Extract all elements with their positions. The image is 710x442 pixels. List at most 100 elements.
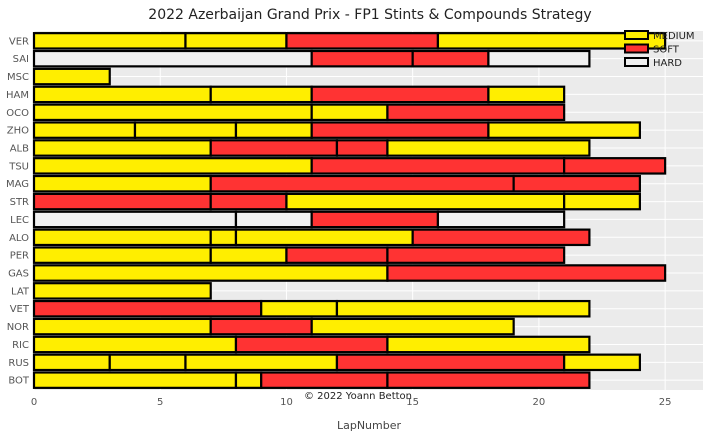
stint-bar-oco-3 [386, 103, 566, 122]
y-tick-label-per: PER [10, 251, 29, 262]
stint-bar-per-4 [386, 246, 566, 264]
stint-bar-tsu-3 [563, 157, 667, 175]
stint-bar-rus-4 [335, 353, 566, 372]
stint-bar-ric-3 [386, 335, 591, 354]
y-tick-label-vet: VET [10, 304, 30, 315]
stint-bar-gas-2 [386, 264, 667, 282]
stint-bar-gas-1 [32, 264, 389, 282]
y-tick-label-lec: LEC [10, 215, 29, 226]
y-tick-label-tsu: TSU [8, 161, 29, 172]
y-tick-label-oco: OCO [6, 108, 29, 119]
stint-bar-alb-1 [32, 139, 212, 157]
x-axis-label: LapNumber [337, 419, 402, 432]
legend-label-medium: MEDIUM [653, 31, 695, 42]
bar-layer [32, 32, 667, 389]
stint-bar-vet-1 [32, 299, 263, 318]
stint-bar-nor-1 [32, 317, 212, 336]
stint-bar-oco-2 [310, 103, 389, 122]
chart-title: 2022 Azerbaijan Grand Prix - FP1 Stints … [148, 7, 591, 23]
x-tick-label: 10 [280, 397, 293, 408]
stint-bar-lec-4 [436, 210, 566, 229]
stint-bar-lec-2 [234, 210, 313, 229]
stint-bar-ric-1 [32, 335, 238, 354]
stint-bar-ham-3 [310, 85, 490, 104]
stint-bar-ver-4 [436, 32, 667, 50]
y-tick-label-str: STR [10, 197, 29, 208]
stint-bar-msc-1 [32, 67, 111, 86]
legend-label-soft: SOFT [653, 45, 680, 56]
stint-bar-ver-1 [32, 32, 187, 50]
x-tick-label: 0 [31, 397, 37, 408]
stint-bar-alo-2 [209, 228, 238, 247]
legend-label-hard: HARD [653, 58, 682, 69]
stint-bar-rus-2 [108, 353, 187, 372]
stint-bar-rus-1 [32, 353, 111, 372]
stint-bar-ric-2 [234, 335, 389, 354]
stint-bar-zho-3 [234, 121, 313, 139]
y-tick-layer: VER SAI MSC HAM OCO ZHO ALB TSU MAG STR LEC ALO PER G… [6, 36, 30, 386]
y-tick-label-lat: LAT [11, 286, 30, 297]
x-tick-label: 5 [157, 397, 163, 408]
y-tick-label-sai: SAI [13, 54, 29, 65]
stint-bar-lec-3 [310, 210, 440, 229]
stint-bar-str-2 [209, 192, 288, 211]
stint-bar-zho-2 [133, 121, 238, 139]
y-tick-label-gas: GAS [8, 269, 29, 280]
stint-bar-mag-2 [209, 174, 515, 193]
stint-bar-zho-5 [487, 121, 641, 139]
y-tick-label-zho: ZHO [7, 126, 29, 137]
stint-bar-rus-5 [563, 353, 641, 372]
stint-bar-per-2 [209, 246, 288, 264]
stint-bar-rus-3 [184, 353, 339, 372]
stint-bar-str-1 [32, 192, 212, 211]
stint-bar-ham-1 [32, 85, 212, 104]
stint-bar-mag-1 [32, 174, 212, 193]
stint-bar-lec-1 [32, 210, 238, 229]
stint-bar-zho-1 [32, 121, 137, 139]
stint-bar-alb-2 [209, 139, 339, 157]
legend: MEDIUM SOFT HARD [624, 30, 695, 69]
y-tick-label-mag: MAG [6, 179, 29, 190]
x-tick-layer: 0 5 10 15 20 25 [31, 397, 672, 408]
stint-bar-str-4 [563, 192, 641, 211]
stint-bar-sai-4 [487, 49, 591, 68]
y-tick-label-ric: RIC [12, 340, 29, 351]
x-tick-label: 25 [659, 397, 672, 408]
stint-bar-bot-1 [32, 371, 238, 389]
stint-bar-alb-4 [386, 139, 591, 157]
stint-bar-ver-2 [184, 32, 288, 50]
stint-bar-bot-4 [386, 371, 591, 389]
credit-annotation: © 2022 Yoann Betton [304, 391, 412, 402]
y-tick-label-msc: MSC [7, 72, 29, 83]
stint-bar-sai-2 [310, 49, 414, 68]
stint-bar-alo-4 [411, 228, 591, 247]
stint-bar-alb-3 [335, 139, 389, 157]
stint-bar-mag-3 [512, 174, 641, 193]
legend-swatch-medium [624, 30, 649, 40]
y-tick-label-nor: NOR [7, 322, 29, 333]
stint-bar-ver-3 [285, 32, 440, 50]
stint-bar-ham-4 [487, 85, 566, 104]
y-tick-label-alb: ALB [10, 143, 29, 154]
stint-bar-lat-1 [32, 282, 212, 300]
stint-bar-sai-3 [411, 49, 490, 68]
y-tick-label-alo: ALO [9, 233, 29, 244]
stint-bar-bot-3 [260, 371, 389, 389]
stint-bar-alo-3 [234, 228, 414, 247]
stint-bar-per-3 [285, 246, 389, 264]
stint-bar-per-1 [32, 246, 212, 264]
stint-bar-zho-4 [310, 121, 490, 139]
stint-bar-alo-1 [32, 228, 212, 247]
x-tick-label: 20 [533, 397, 546, 408]
stint-bar-vet-2 [260, 299, 339, 318]
stint-bar-nor-3 [310, 317, 515, 336]
legend-swatch-hard [624, 57, 649, 67]
y-tick-label-rus: RUS [8, 358, 29, 369]
y-tick-label-ham: HAM [6, 90, 29, 101]
stint-bar-bot-2 [234, 371, 263, 389]
stint-bar-ham-2 [209, 85, 313, 104]
stint-bar-sai-1 [32, 49, 313, 68]
stint-bar-oco-1 [32, 103, 313, 122]
